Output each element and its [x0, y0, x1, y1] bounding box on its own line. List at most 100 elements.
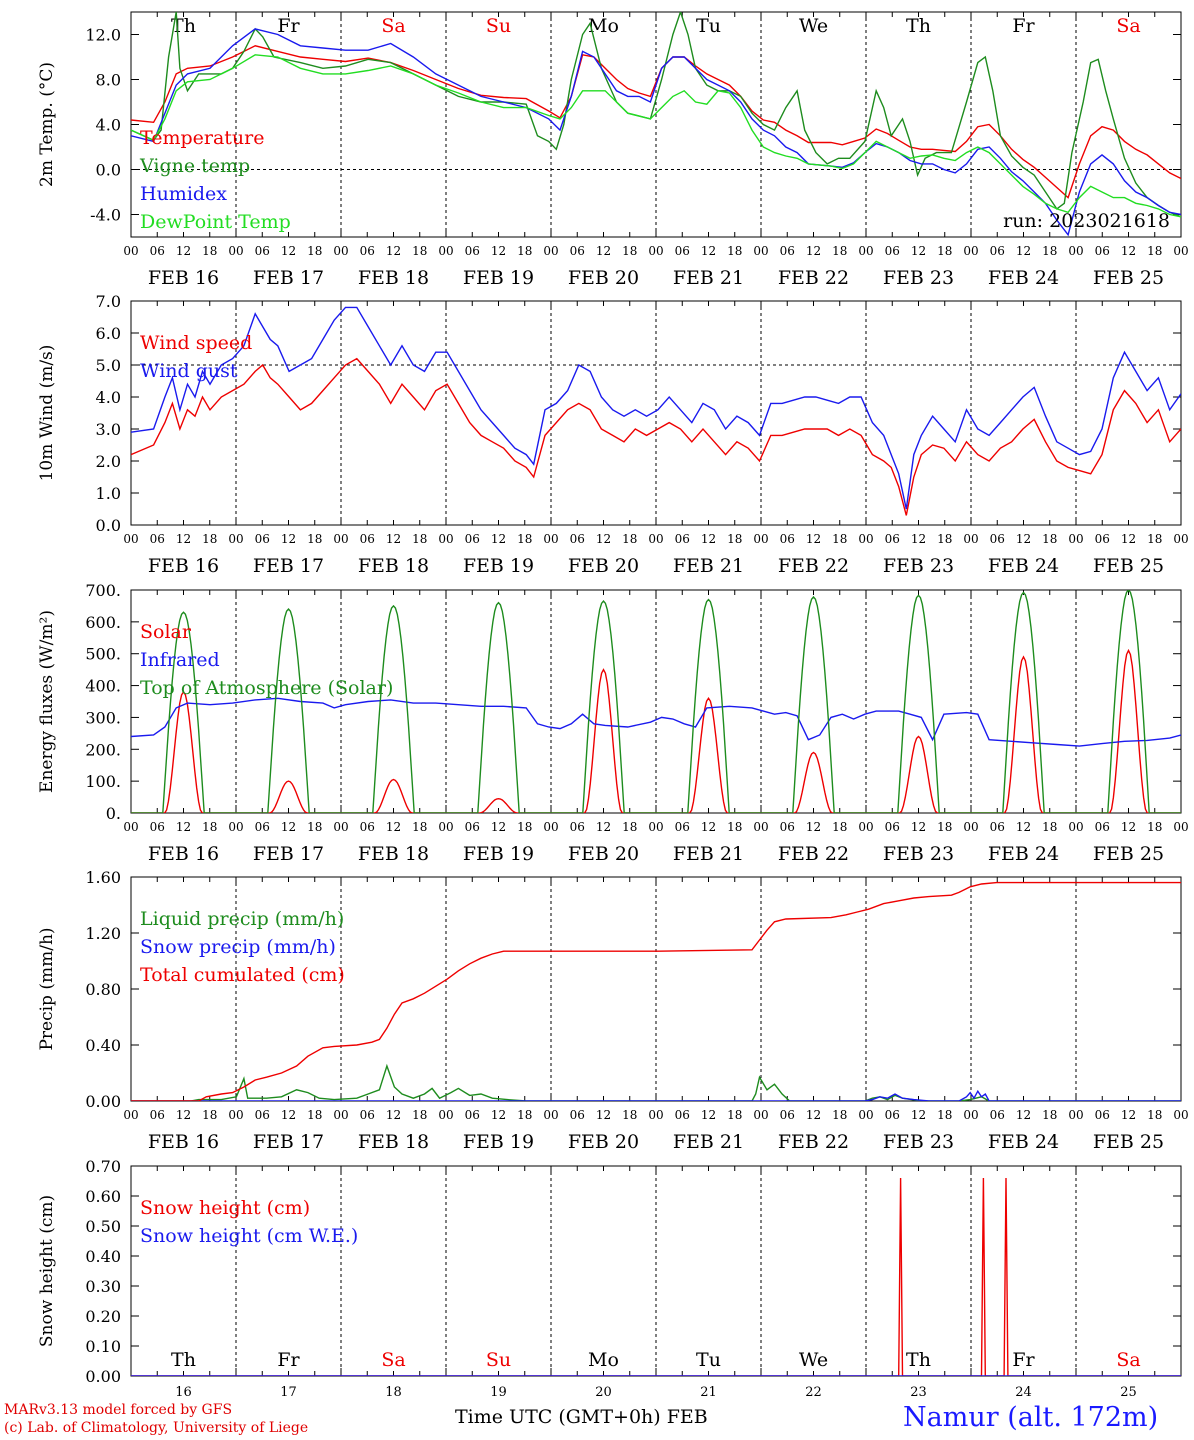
hour-tick-label: 18 [202, 1108, 217, 1122]
hour-tick-label: 00 [438, 820, 453, 834]
y-tick-label: 0.40 [85, 1036, 121, 1055]
y-tick-label: 0.00 [85, 1367, 121, 1386]
x-axis-title: Time UTC (GMT+0h) FEB [455, 1406, 708, 1428]
hour-tick-label: 06 [675, 244, 690, 258]
legend-entry: Wind speed [140, 332, 252, 354]
series-line-liquid-precip-mm-h- [131, 1063, 1181, 1101]
hour-tick-label: 18 [832, 532, 847, 546]
hour-tick-label: 12 [701, 532, 716, 546]
hour-tick-label: 18 [727, 532, 742, 546]
hour-tick-label: 12 [596, 244, 611, 258]
legend-entry: Snow height (cm) [140, 1197, 310, 1219]
hour-tick-label: 06 [465, 820, 480, 834]
y-tick-label: -4.0 [90, 206, 121, 225]
hour-tick-label: 00 [858, 532, 873, 546]
hour-tick-label: 18 [1042, 1108, 1057, 1122]
hour-tick-label: 00 [543, 820, 558, 834]
date-label: FEB 25 [1093, 555, 1164, 577]
date-label: FEB 19 [463, 267, 534, 289]
hour-tick-label: 06 [255, 532, 270, 546]
hour-tick-label: 12 [911, 532, 926, 546]
hour-tick-label: 18 [202, 244, 217, 258]
hour-tick-label: 00 [228, 1108, 243, 1122]
y-tick-label: 0. [106, 804, 121, 823]
hour-tick-label: 06 [780, 1108, 795, 1122]
hour-tick-label: 00 [963, 244, 978, 258]
y-tick-label: 2.0 [96, 452, 121, 471]
legend-entry: DewPoint Temp [140, 211, 291, 233]
hour-tick-label: 18 [202, 820, 217, 834]
y-tick-label: 0.00 [85, 1092, 121, 1111]
hour-tick-label: 18 [1147, 1108, 1162, 1122]
hour-tick-label: 18 [307, 532, 322, 546]
date-label: FEB 20 [568, 267, 639, 289]
hour-tick-label: 12 [701, 244, 716, 258]
hour-tick-label: 06 [675, 820, 690, 834]
y-tick-label: 6.0 [96, 324, 121, 343]
hour-tick-label: 06 [465, 1108, 480, 1122]
legend-entry: Temperature [140, 127, 264, 149]
hour-tick-label: 18 [622, 532, 637, 546]
date-label: FEB 20 [568, 555, 639, 577]
hour-tick-label: 18 [412, 1108, 427, 1122]
legend-entry: Wind gust [140, 360, 238, 382]
y-tick-label: 100. [85, 772, 121, 791]
hour-tick-label: 12 [176, 532, 191, 546]
weekday-label: Tu [696, 15, 721, 37]
hour-tick-label: 06 [360, 1108, 375, 1122]
hour-tick-label: 12 [806, 244, 821, 258]
hour-tick-label: 00 [1173, 532, 1188, 546]
legend-entry: Top of Atmosphere (Solar) [140, 677, 393, 699]
y-tick-label: 0.30 [85, 1277, 121, 1296]
hour-tick-label: 18 [1147, 244, 1162, 258]
hour-tick-label: 00 [123, 820, 138, 834]
lab-credit: (c) Lab. of Climatology, University of L… [4, 1420, 309, 1436]
date-label: FEB 20 [568, 843, 639, 865]
panel-4: 00 06 12 18 00 06 12 18 00 06 12 18 00 06 12 18 00 06 12 18… [37, 868, 1189, 1153]
series-line-snow-precip-mm-h- [131, 1089, 1181, 1101]
weekday-label: Sa [1116, 1349, 1140, 1371]
hour-tick-label: 00 [228, 820, 243, 834]
hour-tick-label: 12 [281, 244, 296, 258]
date-label: FEB 16 [148, 555, 219, 577]
series-line-dewpoint-temp [131, 54, 1181, 218]
y-tick-label: 300. [85, 708, 121, 727]
hour-tick-label: 18 [517, 820, 532, 834]
model-credit: MARv3.13 model forced by GFS [4, 1402, 233, 1418]
hour-tick-label: 00 [333, 1108, 348, 1122]
hour-tick-label: 18 [727, 1108, 742, 1122]
hour-tick-label: 12 [1121, 244, 1136, 258]
hour-tick-label: 12 [806, 532, 821, 546]
date-label: FEB 23 [883, 267, 954, 289]
hour-tick-label: 18 [727, 244, 742, 258]
date-label: FEB 19 [463, 843, 534, 865]
station-label: Namur (alt. 172m) [903, 1402, 1159, 1433]
series-line-solar [131, 648, 1181, 813]
weekday-label: Th [906, 1349, 931, 1371]
hour-tick-label: 00 [648, 532, 663, 546]
weekday-label: Sa [1116, 15, 1140, 37]
hour-tick-label: 00 [753, 1108, 768, 1122]
hour-tick-label: 12 [386, 820, 401, 834]
hour-tick-label: 00 [858, 820, 873, 834]
hour-tick-label: 12 [596, 820, 611, 834]
y-tick-label: 0.10 [85, 1337, 121, 1356]
panel-frame [130, 300, 1182, 526]
hour-tick-label: 06 [990, 820, 1005, 834]
hour-tick-label: 00 [438, 244, 453, 258]
date-label: FEB 24 [988, 267, 1059, 289]
date-label: FEB 19 [463, 1131, 534, 1153]
hour-tick-label: 06 [150, 532, 165, 546]
hour-tick-label: 00 [123, 244, 138, 258]
y-tick-label: 400. [85, 677, 121, 696]
y-tick-label: 500. [85, 645, 121, 664]
series-line-wind-speed [131, 357, 1181, 516]
legend-entry: Solar [140, 621, 192, 643]
legend-entry: Humidex [140, 183, 227, 205]
hour-tick-label: 00 [1173, 820, 1188, 834]
hour-tick-label: 06 [255, 820, 270, 834]
hour-tick-label: 18 [517, 1108, 532, 1122]
hour-tick-label: 06 [255, 244, 270, 258]
date-label: FEB 25 [1093, 843, 1164, 865]
date-label: FEB 18 [358, 555, 429, 577]
